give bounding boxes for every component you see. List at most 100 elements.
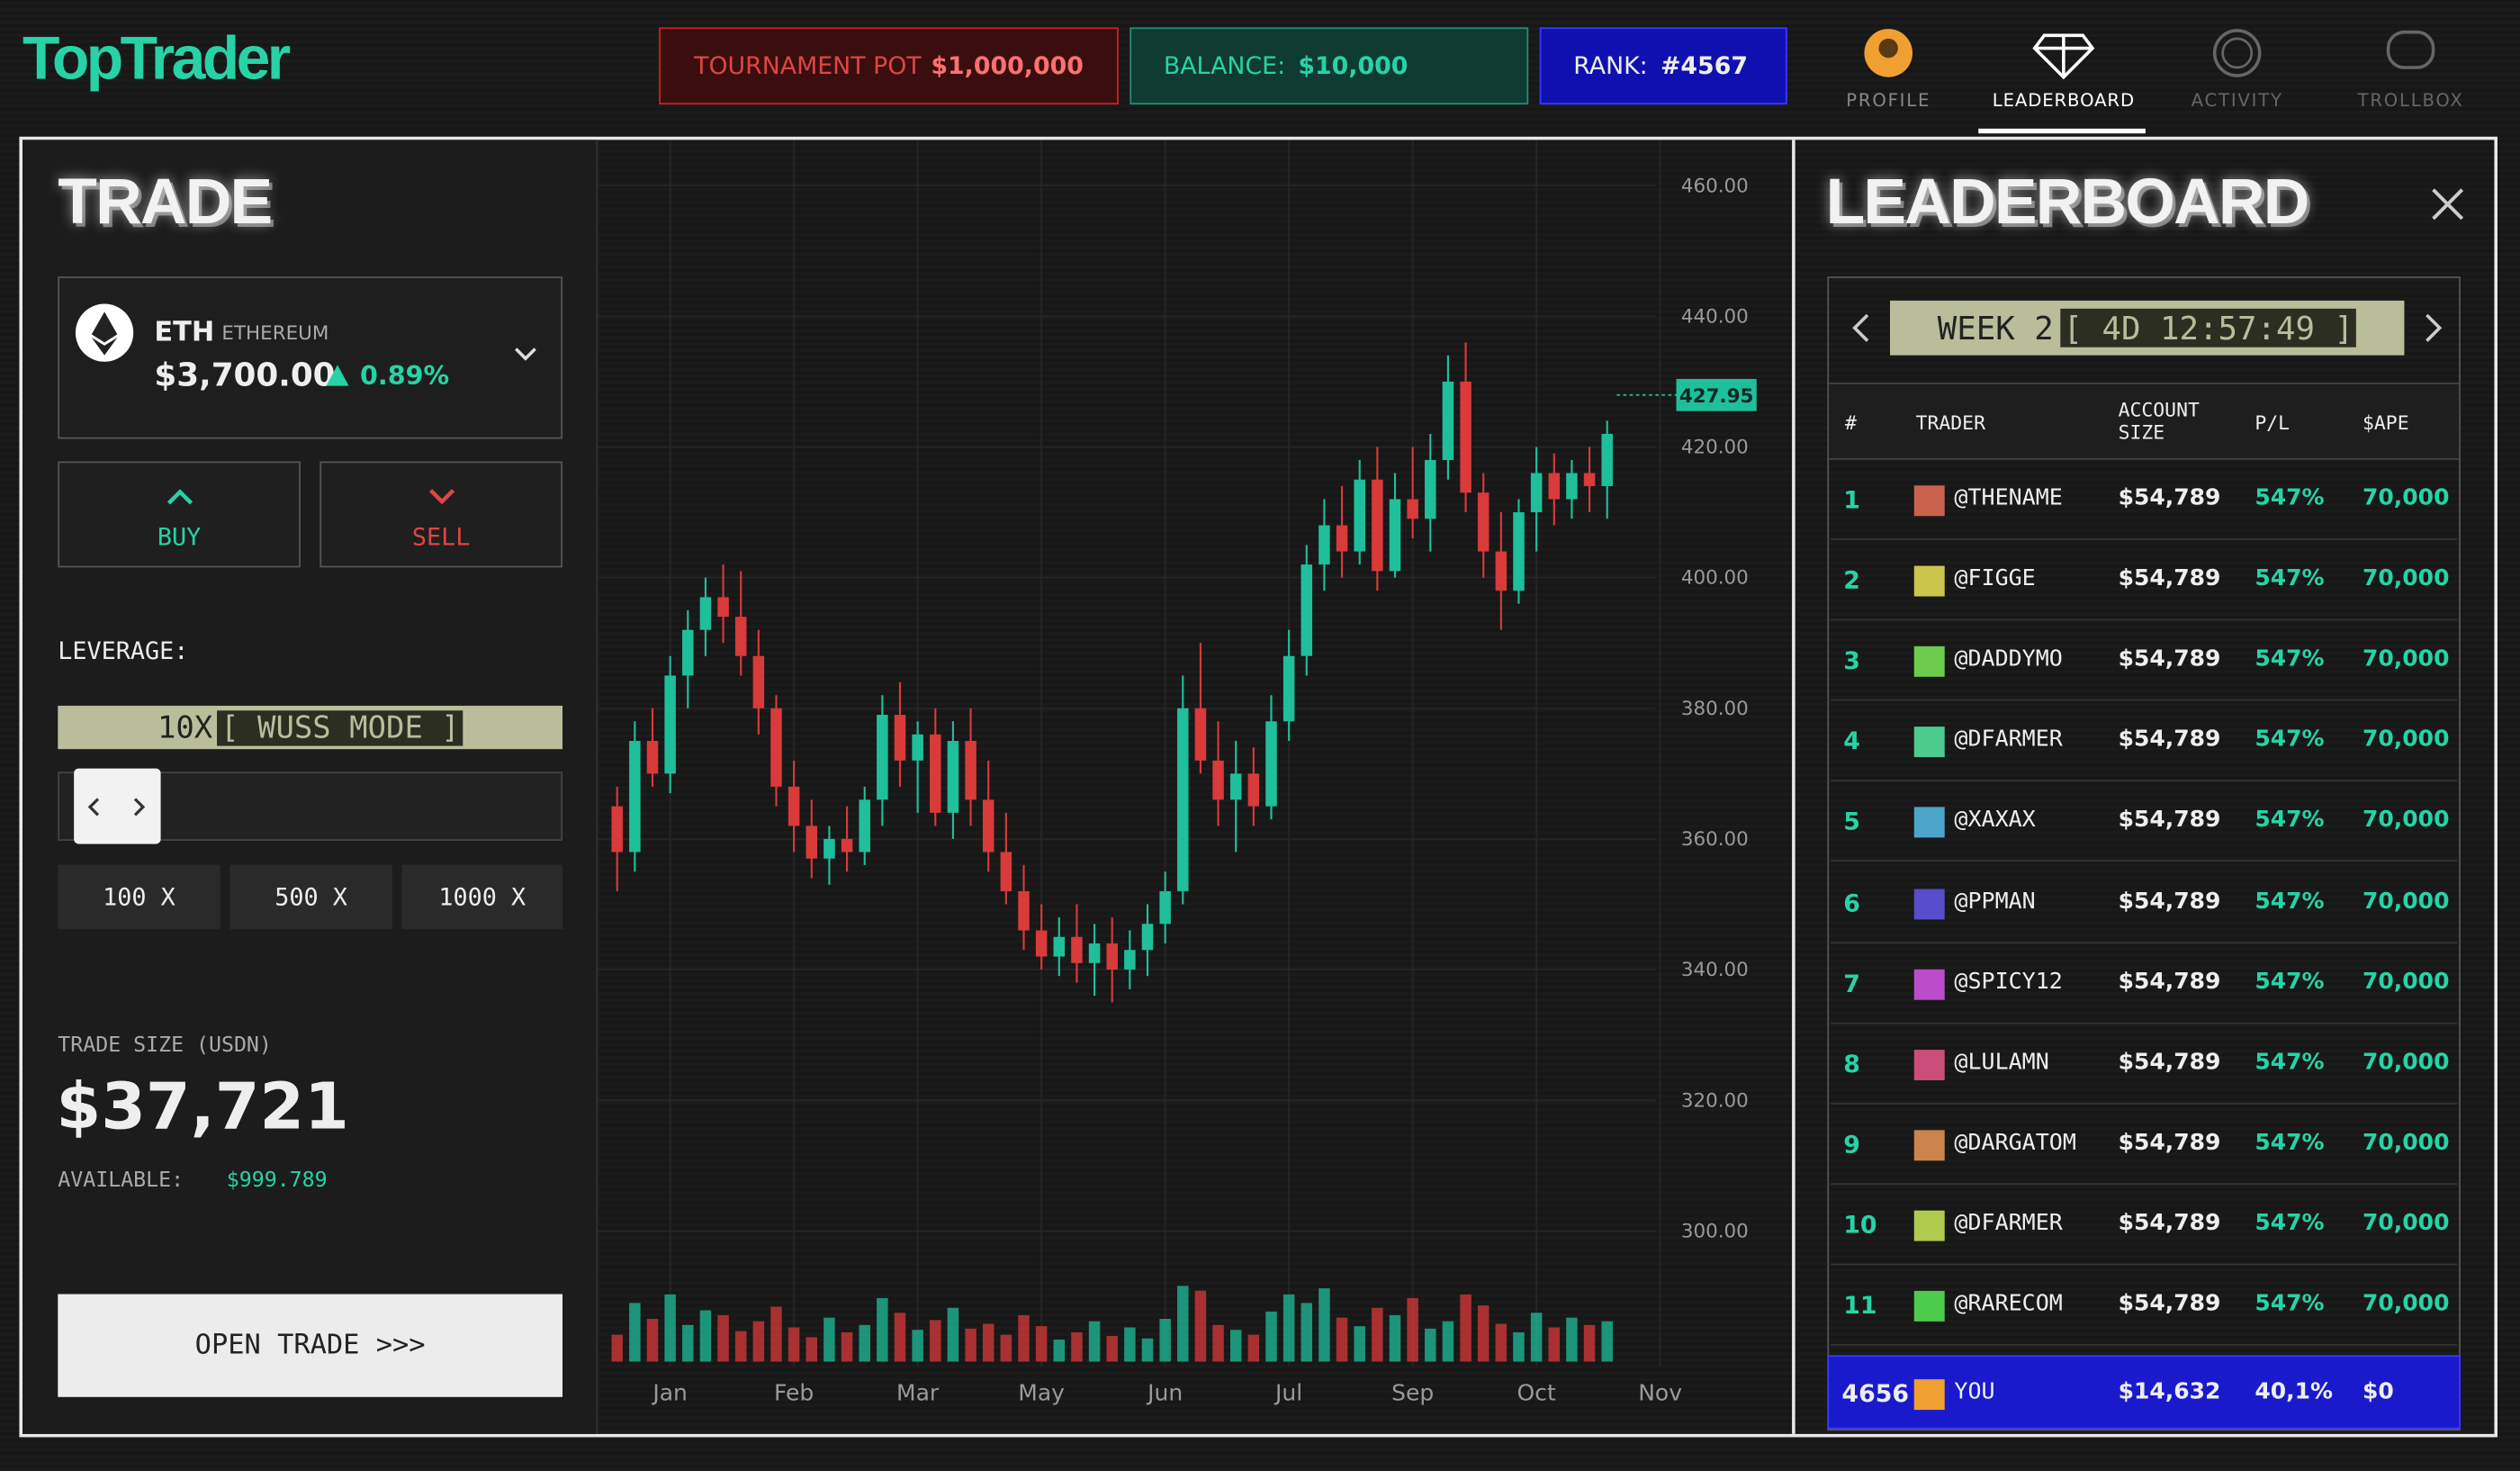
nav-underline — [1978, 128, 2146, 134]
logo[interactable]: TopTrader — [22, 25, 291, 94]
volume-bar — [965, 1328, 976, 1362]
rank: 8 — [1843, 1049, 1860, 1078]
trader[interactable]: @DADDYMO — [1954, 646, 2063, 672]
trader[interactable]: @SPICY12 — [1954, 969, 2063, 995]
volume-bar — [1300, 1303, 1313, 1362]
preset-button[interactable]: 1000 X — [401, 864, 562, 930]
slider-handle[interactable] — [74, 768, 161, 844]
close-button[interactable] — [2430, 186, 2465, 221]
volume-bar — [1159, 1319, 1171, 1362]
preset-button[interactable]: 100 X — [58, 864, 220, 930]
column-header: ACCOUNT SIZE — [2118, 398, 2200, 444]
week-arrows[interactable] — [1845, 311, 2456, 344]
volume-bar — [717, 1314, 729, 1362]
y-tick-label: 460.00 — [1681, 175, 1749, 197]
candle-body — [1194, 708, 1207, 761]
volume-bar — [1389, 1314, 1401, 1362]
trader[interactable]: @DARGATOM — [1954, 1129, 2076, 1156]
activity-icon[interactable] — [2212, 29, 2262, 77]
dropdown-chevron[interactable] — [513, 346, 539, 365]
volume-bar — [1407, 1297, 1418, 1362]
asset-price: $3,700.00 — [154, 355, 336, 394]
trader[interactable]: @PPMAN — [1954, 888, 2036, 915]
volume-bar — [1088, 1321, 1101, 1362]
leaderboard-icon[interactable] — [2032, 33, 2095, 80]
candle-body — [841, 838, 853, 853]
candle-body — [824, 838, 835, 859]
candle-body — [1336, 525, 1348, 552]
pot-value: $1,000,000 — [931, 51, 1084, 81]
open-trade-button[interactable]: OPEN TRADE >>> — [58, 1294, 563, 1397]
avatar — [1913, 485, 1945, 517]
y-tick-label: 440.00 — [1681, 305, 1749, 328]
rank: 2 — [1843, 565, 1860, 595]
column-header: TRADER — [1915, 411, 1985, 435]
asset-name: ETHEREUM — [221, 321, 329, 345]
account-size: $14,632 — [2118, 1379, 2221, 1405]
account-size: $54,789 — [2118, 969, 2221, 995]
preset-button[interactable]: 500 X — [230, 864, 392, 930]
balance-box: BALANCE: $10,000 — [1130, 27, 1529, 105]
candle-body — [1053, 936, 1066, 957]
volume-bar — [1212, 1324, 1224, 1362]
volume-bar — [788, 1327, 800, 1362]
candle-body — [1477, 492, 1490, 552]
ape: $0 — [2362, 1379, 2394, 1405]
account-size: $54,789 — [2118, 1290, 2221, 1317]
pl: 40,1% — [2254, 1379, 2334, 1405]
volume-bar — [912, 1330, 923, 1362]
volume-bar — [699, 1310, 712, 1362]
main-frame — [19, 136, 2498, 1438]
leaderboard-title: LEADERBOARD — [1825, 167, 2310, 239]
leverage-value: 10X — [157, 709, 213, 745]
ape: 70,000 — [2362, 808, 2450, 834]
ape: 70,000 — [2362, 726, 2450, 754]
avatar — [1913, 726, 1945, 758]
leverage-label: LEVERAGE: — [58, 636, 189, 666]
avatar — [1913, 1210, 1945, 1241]
buy-button[interactable] — [58, 461, 301, 568]
asset-card[interactable] — [58, 276, 563, 439]
candle-body — [1442, 381, 1454, 460]
trade-title: TRADE — [58, 167, 273, 239]
trader[interactable]: @DFARMER — [1954, 1210, 2063, 1237]
candle-body — [982, 799, 994, 853]
rank-value: #4567 — [1660, 51, 1748, 81]
rank-box: RANK: #4567 — [1539, 27, 1787, 105]
trader[interactable]: @RARECOM — [1954, 1290, 2063, 1317]
trader[interactable]: @LULAMN — [1954, 1049, 2049, 1076]
pl: 547% — [2254, 646, 2325, 672]
volume-bar — [1354, 1326, 1365, 1362]
nav-item[interactable]: ACTIVITY — [2191, 90, 2283, 112]
candle-body — [1513, 512, 1525, 591]
volume-bar — [1106, 1336, 1118, 1362]
volume-bar — [1229, 1330, 1242, 1362]
trader[interactable]: @FIGGE — [1954, 565, 2036, 592]
avatar — [1913, 808, 1945, 839]
y-tick-label: 300.00 — [1681, 1220, 1749, 1242]
trader[interactable]: @THENAME — [1954, 485, 2063, 511]
candle-body — [1106, 943, 1118, 970]
candle-body — [1425, 459, 1436, 519]
size-label: TRADE SIZE (USDN) — [58, 1033, 272, 1058]
trader[interactable]: @DFARMER — [1954, 726, 2063, 754]
nav-item[interactable]: LEADERBOARD — [1992, 90, 2135, 112]
candle-body — [1159, 890, 1171, 925]
nav-item[interactable]: PROFILE — [1846, 90, 1931, 112]
sell-button[interactable] — [320, 461, 562, 568]
price-tag — [1676, 378, 1757, 411]
trollbox-icon[interactable] — [2386, 30, 2435, 69]
x-tick-label: Nov — [1638, 1379, 1682, 1405]
trader[interactable]: @XAXAX — [1954, 808, 2036, 834]
volume-bar — [1425, 1328, 1436, 1362]
row-separator — [1830, 861, 2458, 862]
x-tick-label: Jun — [1146, 1379, 1183, 1405]
row-separator — [1830, 1021, 2458, 1024]
volume-bar — [1566, 1317, 1578, 1362]
week-label: WEEK 2 — [1937, 308, 2054, 347]
account-size: $54,789 — [2118, 1210, 2221, 1237]
candle-body — [1460, 381, 1472, 493]
avatar — [1913, 888, 1945, 919]
nav-item[interactable]: TROLLBOX — [2357, 90, 2464, 112]
volume-bar — [894, 1313, 906, 1362]
